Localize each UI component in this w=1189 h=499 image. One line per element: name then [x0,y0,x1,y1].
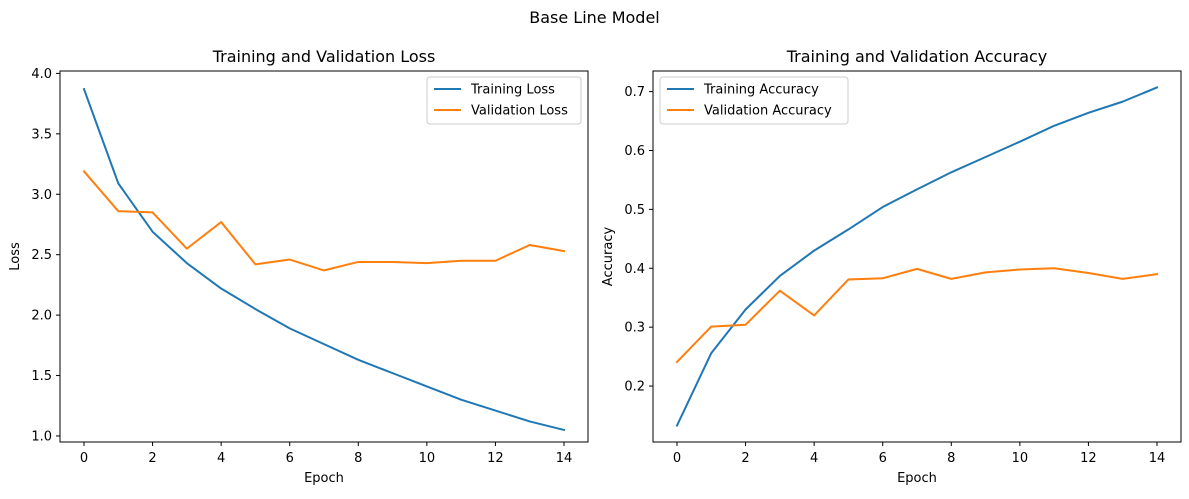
y-tick-label: 1.0 [31,429,52,444]
legend-box [659,76,849,125]
y-tick-label: 0.3 [624,321,645,336]
chart-panel-1: 0 2 4 6 8 10 12 14 1.0 1.5 2.0 2.5 3.0 3.5 4.0 Training… [8,47,589,486]
x-tick-label: 8 [354,451,362,466]
y-tick-label: 4.0 [31,67,52,82]
x-tick-label: 14 [1149,451,1166,466]
x-tick-label: 0 [673,451,681,466]
legend: Training Loss Validation Loss [426,76,582,125]
x-tick-label: 2 [148,451,156,466]
series-line-training-accuracy [675,86,1159,427]
plot-frame [59,70,589,443]
x-tick-label: 4 [810,451,818,466]
y-tick-label: 3.5 [31,127,52,142]
x-axis-label: Epoch [304,471,344,486]
x-tick-label: 2 [741,451,749,466]
legend-label: Validation Accuracy [704,104,832,119]
x-tick-label: 0 [80,451,88,466]
legend-box [426,76,582,125]
x-tick-label: 4 [217,451,225,466]
y-axis-label: Accuracy [601,227,616,287]
y-tick-label: 3.0 [31,188,52,203]
y-tick-label: 0.5 [624,203,645,218]
chart-panel-2: 0 2 4 6 8 10 12 14 0.2 0.3 0.4 0.5 0.6 0.7 Training an… [601,47,1182,486]
x-tick-label: 10 [1012,451,1029,466]
y-tick-label: 0.6 [624,144,645,159]
y-tick-label: 1.5 [31,369,52,384]
x-tick-label: 14 [556,451,573,466]
legend: Training Accuracy Validation Accuracy [659,76,849,125]
series-line-training-loss [82,87,566,432]
series-line-validation-loss [82,169,566,272]
chart-title: Training and Validation Loss [212,47,436,66]
figure-suptitle: Base Line Model [529,8,660,27]
series-line-validation-accuracy [675,267,1159,364]
y-tick-label: 2.5 [31,248,52,263]
x-tick-label: 12 [1080,451,1097,466]
y-tick-label: 0.2 [624,380,645,395]
legend-label: Validation Loss [471,104,568,119]
y-tick-label: 2.0 [31,309,52,324]
chart-title: Training and Validation Accuracy [786,47,1048,66]
x-axis-label: Epoch [897,471,937,486]
x-tick-label: 6 [286,451,294,466]
y-tick-label: 0.4 [624,262,645,277]
legend-label: Training Loss [470,83,555,98]
legend-label: Training Accuracy [703,83,819,98]
charts: 0 2 4 6 8 10 12 14 1.0 1.5 2.0 2.5 3.0 3.5 4.0 Training… [8,47,1182,486]
y-tick-label: 0.7 [624,85,645,100]
x-tick-label: 10 [419,451,436,466]
x-tick-label: 12 [487,451,504,466]
plot-frame [652,70,1182,443]
x-tick-label: 6 [879,451,887,466]
y-axis-label: Loss [8,242,23,271]
x-tick-label: 8 [947,451,955,466]
